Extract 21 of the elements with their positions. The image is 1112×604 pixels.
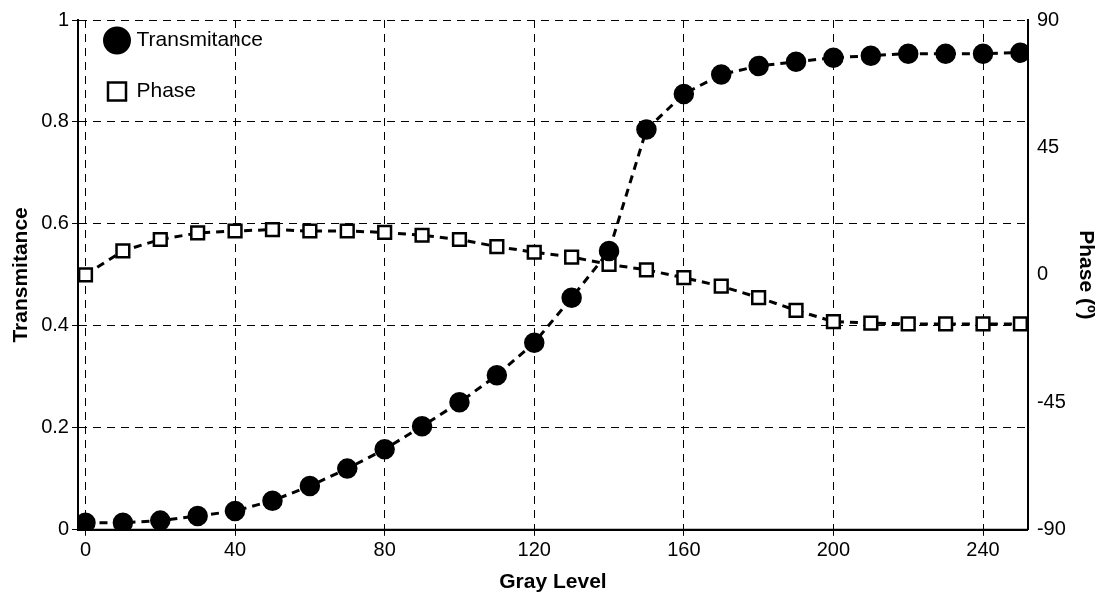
x-tick-label: 120 — [517, 538, 551, 561]
x-tick-label: 80 — [373, 538, 396, 561]
x-tick-label: 160 — [667, 538, 701, 561]
y2-tick-label: -90 — [1036, 517, 1066, 540]
y-axis-title: Transmitance — [8, 207, 32, 343]
y-tick-label: 0 — [57, 517, 69, 540]
y2-tick-label: -45 — [1036, 389, 1066, 412]
y2-axis-title: Phase (º) — [1075, 230, 1099, 320]
y-tick-label: 0.6 — [41, 211, 69, 234]
x-tick-label: 40 — [223, 538, 247, 561]
y-tick-label: 1 — [57, 7, 69, 30]
y2-tick-label: 45 — [1036, 134, 1060, 157]
y2-tick-label: 0 — [1036, 262, 1049, 285]
x-axis-title: Gray Level — [499, 569, 607, 593]
y-tick-label: 0.8 — [41, 109, 69, 132]
y-tick-label: 0.2 — [41, 415, 69, 438]
x-tick-label: 240 — [966, 538, 1000, 561]
x-tick-label: 0 — [79, 538, 92, 561]
y-tick-label: 0.4 — [41, 313, 69, 336]
x-tick-label: 200 — [816, 538, 851, 561]
y2-tick-label: 90 — [1036, 7, 1060, 30]
